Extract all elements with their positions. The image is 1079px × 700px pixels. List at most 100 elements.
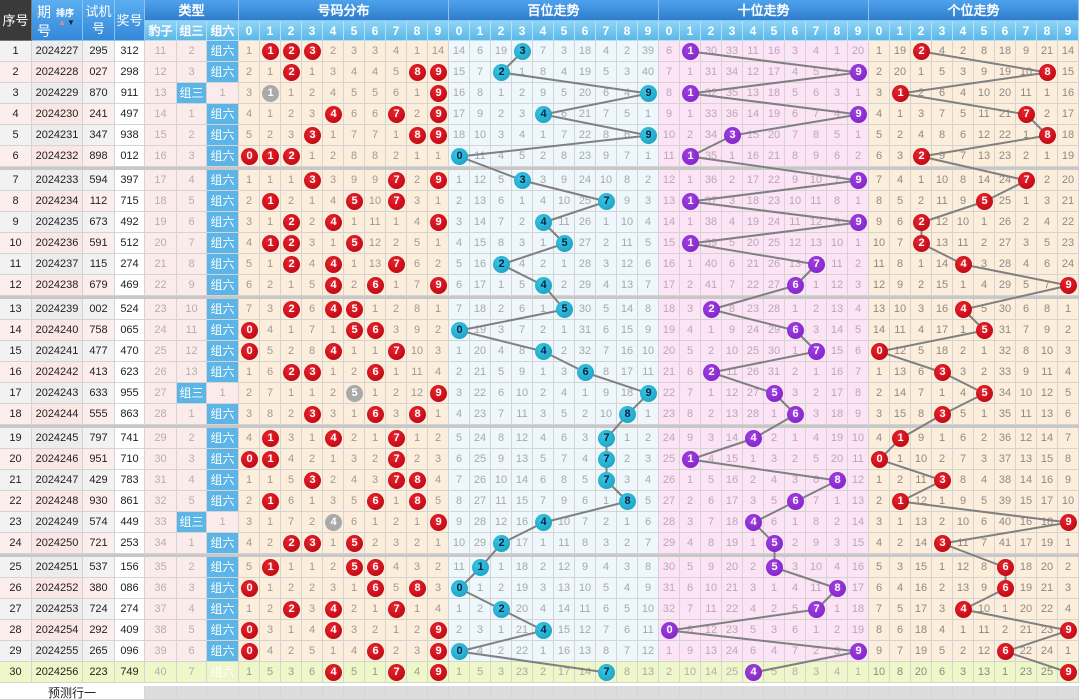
prediction-cell[interactable]: [1016, 686, 1037, 700]
prediction-cell[interactable]: [491, 686, 512, 700]
prediction-cell[interactable]: [722, 686, 743, 700]
distribution-ball: 8: [409, 493, 426, 510]
prediction-cell[interactable]: [743, 686, 764, 700]
distribution-cell: 1: [428, 533, 449, 554]
distribution-cell: 1: [365, 341, 386, 362]
tens-cell: 9: [722, 320, 743, 341]
units-cell: 2: [953, 641, 974, 662]
units-cell: 13: [1037, 404, 1058, 425]
prediction-cell[interactable]: [207, 686, 239, 700]
prediction-cell[interactable]: [470, 686, 491, 700]
prediction-cell[interactable]: [974, 686, 995, 700]
prediction-cell[interactable]: [638, 686, 659, 700]
prediction-cell[interactable]: [449, 686, 470, 700]
prediction-cell[interactable]: [995, 686, 1016, 700]
prediction-cell[interactable]: [953, 686, 974, 700]
distribution-cell: 1: [239, 599, 260, 620]
row-seq: 28: [0, 620, 32, 641]
tens-cell: 37: [701, 191, 722, 212]
tens-cell: 17: [722, 491, 743, 512]
prediction-cell[interactable]: [344, 686, 365, 700]
prediction-cell[interactable]: [617, 686, 638, 700]
units-cell: 19: [1037, 533, 1058, 554]
tens-cell: 2: [680, 491, 701, 512]
distribution-cell: 2: [281, 641, 302, 662]
prediction-cell[interactable]: [575, 686, 596, 700]
sort-asc-icon[interactable]: ▲: [58, 18, 66, 27]
distribution-cell: 1: [302, 383, 323, 404]
units-cell: 12: [953, 557, 974, 578]
row-prize-number: 512: [115, 233, 145, 254]
prediction-cell[interactable]: [386, 686, 407, 700]
row-prize-number: 156: [115, 557, 145, 578]
row-seq: 27: [0, 599, 32, 620]
prediction-cell[interactable]: [785, 686, 806, 700]
distribution-cell: 1: [386, 620, 407, 641]
prediction-cell[interactable]: [281, 686, 302, 700]
prediction-cell[interactable]: [764, 686, 785, 700]
prediction-cell[interactable]: [239, 686, 260, 700]
prediction-cell[interactable]: [806, 686, 827, 700]
sort-label[interactable]: 排序: [56, 8, 75, 18]
distribution-cell: 1: [302, 191, 323, 212]
tens-cell: 11: [743, 41, 764, 62]
distribution-cell: 1: [323, 533, 344, 554]
units-cell: 19: [890, 41, 911, 62]
prediction-cell[interactable]: [911, 686, 932, 700]
prediction-cell[interactable]: [533, 686, 554, 700]
prediction-cell[interactable]: [1058, 686, 1079, 700]
prediction-cell[interactable]: [428, 686, 449, 700]
prediction-cell[interactable]: [302, 686, 323, 700]
distribution-cell: 5: [344, 491, 365, 512]
units-cell: 21: [1037, 41, 1058, 62]
type-zusan-cell: 12: [177, 341, 207, 362]
units-cell: 1: [1037, 146, 1058, 167]
units-ball: 6: [997, 643, 1014, 660]
header-period[interactable]: 期 号 排序 ▲ ▼: [32, 0, 83, 41]
prediction-cell[interactable]: [177, 686, 207, 700]
prediction-cell[interactable]: [848, 686, 869, 700]
prediction-cell[interactable]: [659, 686, 680, 700]
prediction-cell[interactable]: [407, 686, 428, 700]
distribution-cell: 2: [260, 533, 281, 554]
hundreds-cell: 7: [638, 533, 659, 554]
prediction-cell[interactable]: [512, 686, 533, 700]
prediction-cell[interactable]: [260, 686, 281, 700]
units-cell: 4: [932, 620, 953, 641]
prediction-cell[interactable]: [365, 686, 386, 700]
distribution-cell: 1: [281, 320, 302, 341]
tens-cell: 2: [806, 641, 827, 662]
hundreds-cell: 27: [575, 233, 596, 254]
prediction-cell[interactable]: [323, 686, 344, 700]
prediction-cell[interactable]: [890, 686, 911, 700]
prediction-cell[interactable]: [932, 686, 953, 700]
prediction-cell[interactable]: [869, 686, 890, 700]
type-zuliu-cell: 组六: [207, 170, 239, 191]
type-baozi-cell: 34: [145, 533, 177, 554]
units-cell: 1: [1016, 191, 1037, 212]
tens-cell: 1: [764, 404, 785, 425]
distribution-cell: 5: [365, 83, 386, 104]
prediction-cell[interactable]: [554, 686, 575, 700]
units-cell: 3: [890, 146, 911, 167]
type-zuliu-cell: 组六: [207, 620, 239, 641]
prediction-cell[interactable]: [680, 686, 701, 700]
distribution-cell: 3: [344, 449, 365, 470]
prediction-cell[interactable]: [701, 686, 722, 700]
units-cell: 4: [953, 383, 974, 404]
tens-ball: 1: [682, 85, 699, 102]
prediction-cell[interactable]: [145, 686, 177, 700]
distribution-cell: 4: [344, 62, 365, 83]
sort-desc-icon[interactable]: ▼: [67, 18, 75, 27]
tens-cell: 30: [701, 41, 722, 62]
distribution-ball: 4: [325, 664, 342, 681]
hundreds-cell: 4: [554, 383, 575, 404]
tens-cell: 1: [701, 320, 722, 341]
tens-cell: 6: [785, 620, 806, 641]
tens-cell: 2: [785, 449, 806, 470]
hundreds-cell: 18: [470, 299, 491, 320]
prediction-cell[interactable]: [827, 686, 848, 700]
prediction-cell[interactable]: [596, 686, 617, 700]
prediction-cell[interactable]: [1037, 686, 1058, 700]
units-cell: 14: [932, 254, 953, 275]
